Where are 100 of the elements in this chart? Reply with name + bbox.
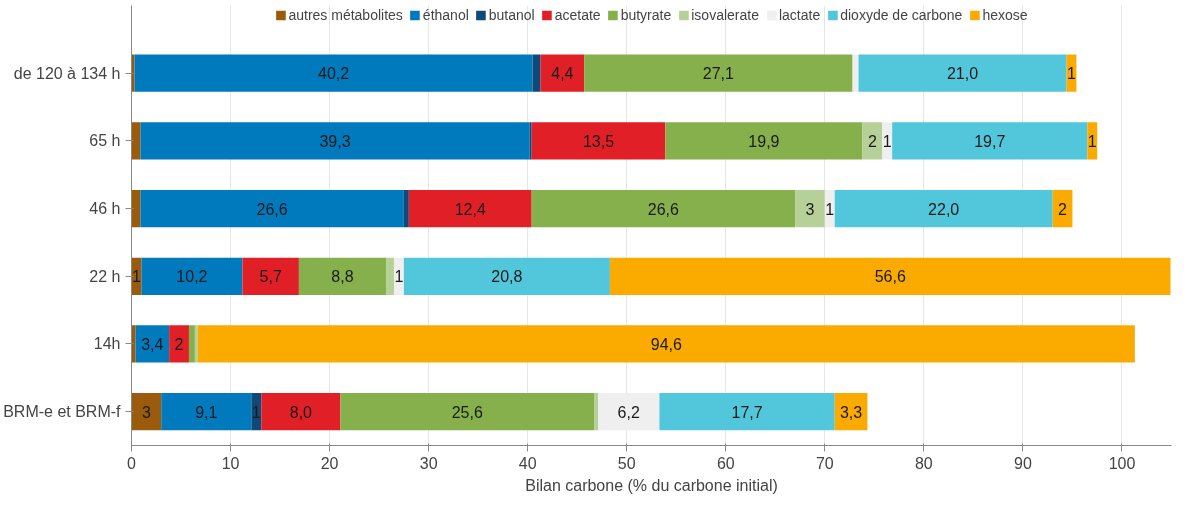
bar <box>169 325 189 363</box>
x-tick-label: 90 <box>1014 454 1032 472</box>
legend-label: acetate <box>554 7 601 23</box>
data-label: 19,7 <box>974 132 1006 150</box>
bar <box>261 393 341 431</box>
data-label: 1 <box>132 268 141 286</box>
x-tick-label: 30 <box>419 454 438 472</box>
y-tick-label: 14h <box>93 335 121 353</box>
data-label: 1 <box>882 132 892 150</box>
bar <box>852 54 859 92</box>
legend-label: hexose <box>982 7 1028 23</box>
data-label: 1 <box>394 268 404 286</box>
y-tick-label: 46 h <box>89 200 121 218</box>
data-label: 8,0 <box>289 403 313 421</box>
x-tick-label: 50 <box>617 454 636 472</box>
bar <box>858 54 1067 92</box>
bar <box>140 189 404 228</box>
bar <box>161 393 252 431</box>
bar <box>609 257 1171 295</box>
x-tick-label: 10 <box>221 454 240 472</box>
data-label: 1 <box>1087 132 1097 150</box>
data-label: 8,8 <box>331 268 354 286</box>
bar <box>598 393 660 431</box>
x-tick-label: 70 <box>815 454 834 472</box>
data-label: 25,6 <box>451 403 483 421</box>
data-label: 17,7 <box>731 403 763 421</box>
bar <box>584 54 853 92</box>
data-label: 22,0 <box>928 200 960 218</box>
x-tick-label: 40 <box>518 454 537 472</box>
x-tick-label: 0 <box>127 454 137 472</box>
bar <box>141 257 243 295</box>
bar <box>131 122 141 160</box>
x-tick-label: 80 <box>914 454 933 472</box>
y-tick-label: BRM-e et BRM-f <box>3 403 122 421</box>
data-label: 1 <box>251 403 261 421</box>
data-label: 94,6 <box>650 335 683 353</box>
data-label: 3,3 <box>839 403 863 421</box>
bar <box>340 393 595 431</box>
legend-label: autres métabolites <box>288 7 403 23</box>
legend-label: dioxyde de carbone <box>840 7 963 23</box>
y-tick-label: 22 h <box>89 267 121 285</box>
data-label: 21,0 <box>946 65 979 83</box>
data-label: 13,5 <box>582 132 615 150</box>
bar <box>659 393 835 431</box>
y-tick-label: de 120 à 134 h <box>13 64 121 82</box>
legend-label: butanol <box>488 7 535 23</box>
bar <box>532 54 541 92</box>
data-label: 5,7 <box>259 268 282 286</box>
data-label: 9,1 <box>195 403 218 421</box>
bar <box>594 393 599 431</box>
bar <box>892 122 1088 160</box>
bar <box>531 189 796 228</box>
data-label: 3,4 <box>141 335 164 353</box>
data-label: 40,2 <box>317 65 350 83</box>
data-label: 19,9 <box>748 132 780 150</box>
data-label: 56,6 <box>874 268 906 286</box>
bar <box>194 325 198 363</box>
bar <box>135 325 170 363</box>
legend-label: lactate <box>778 7 821 23</box>
bar <box>665 122 863 160</box>
data-label: 26,6 <box>647 200 680 218</box>
bar <box>540 54 585 92</box>
data-label: 2 <box>1058 200 1068 218</box>
y-tick-label: 65 h <box>89 132 121 150</box>
bar <box>134 54 533 92</box>
bar <box>188 325 195 363</box>
data-label: 27,1 <box>702 65 735 83</box>
data-label: 2 <box>174 335 184 353</box>
x-axis-title: Bilan carbone (% du carbone initial) <box>525 476 778 494</box>
data-label: 20,8 <box>491 268 523 286</box>
bar <box>408 189 532 228</box>
data-label: 26,6 <box>256 200 288 218</box>
data-label: 39,3 <box>319 132 351 150</box>
x-tick-label: 60 <box>716 454 735 472</box>
bar <box>862 122 883 160</box>
bar <box>834 189 1053 228</box>
data-label: 3 <box>805 200 815 218</box>
data-label: 1 <box>825 200 835 218</box>
data-label: 3 <box>141 403 151 421</box>
data-label: 1 <box>1067 65 1077 83</box>
data-label: 12,4 <box>454 200 486 218</box>
x-tick-label: 100 <box>1108 454 1136 472</box>
bar <box>298 257 387 295</box>
legend-label: butyrate <box>620 7 672 23</box>
data-label: 10,2 <box>176 268 208 286</box>
bar <box>403 189 409 228</box>
bar <box>531 122 666 160</box>
bar <box>140 122 530 160</box>
bar <box>403 257 610 295</box>
data-label: 4,4 <box>551 65 574 83</box>
bar <box>197 325 1135 363</box>
bar <box>131 393 162 431</box>
data-label: 6,2 <box>617 403 640 421</box>
x-tick-label: 20 <box>320 454 339 472</box>
legend-label: isovalerate <box>691 7 759 23</box>
bar <box>795 189 825 228</box>
legend-label: éthanol <box>422 7 469 23</box>
bar <box>242 257 299 295</box>
data-label: 2 <box>867 132 877 150</box>
bar <box>386 257 394 295</box>
